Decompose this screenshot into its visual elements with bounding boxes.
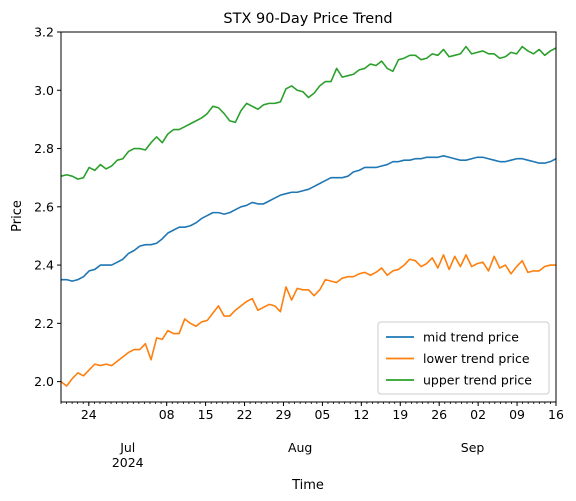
x-tick-label: 24: [81, 407, 97, 422]
x-month-label: Jul 2024: [112, 440, 144, 470]
x-tick-label: 19: [392, 407, 408, 422]
plot-area-frame: [60, 31, 557, 403]
x-tick-label: 05: [314, 407, 330, 422]
x-tick-label: 08: [159, 407, 175, 422]
x-tick-label: 09: [509, 407, 525, 422]
x-axis-label: Time: [291, 478, 324, 493]
x-tick-label: 02: [470, 407, 486, 422]
x-tick-label: 22: [237, 407, 253, 422]
y-tick-label: 2.8: [34, 141, 54, 156]
series-line-1: [61, 155, 557, 282]
y-tick-label: 2.0: [34, 374, 54, 389]
series-line-2: [60, 254, 556, 387]
x-axis: 24 08 15 22 29 05 12 19 26 02 09 16 Jul 2024 Aug Sep: [60, 402, 564, 470]
x-month-label: Sep: [461, 440, 485, 455]
y-axis: 2.0 2.2 2.4 2.6 2.8 3.0 3.2: [34, 25, 61, 389]
x-month-label: Aug: [288, 440, 312, 455]
legend-label-1: mid trend price: [423, 330, 519, 345]
legend-box: [377, 321, 550, 395]
series-layer: [60, 45, 557, 387]
series-line-3: [60, 45, 557, 180]
x-tick-label: 29: [276, 407, 292, 422]
x-tick-label: 12: [353, 407, 369, 422]
y-tick-label: 2.4: [34, 258, 54, 273]
y-tick-label: 2.2: [34, 316, 54, 331]
y-tick-label: 3.2: [34, 25, 54, 40]
legend-label-2: lower trend price: [423, 351, 530, 366]
y-tick-label: 2.6: [34, 199, 54, 214]
legend: mid trend price lower trend price upper tr…: [377, 321, 550, 395]
x-tick-label: 26: [431, 407, 447, 422]
x-tick-label: 15: [198, 407, 214, 422]
legend-label-3: upper trend price: [423, 373, 532, 388]
x-tick-label: 16: [548, 407, 564, 422]
chart-title: STX 90-Day Price Trend: [223, 11, 392, 27]
y-tick-label: 3.0: [34, 83, 54, 98]
y-axis-label: Price: [10, 200, 25, 232]
